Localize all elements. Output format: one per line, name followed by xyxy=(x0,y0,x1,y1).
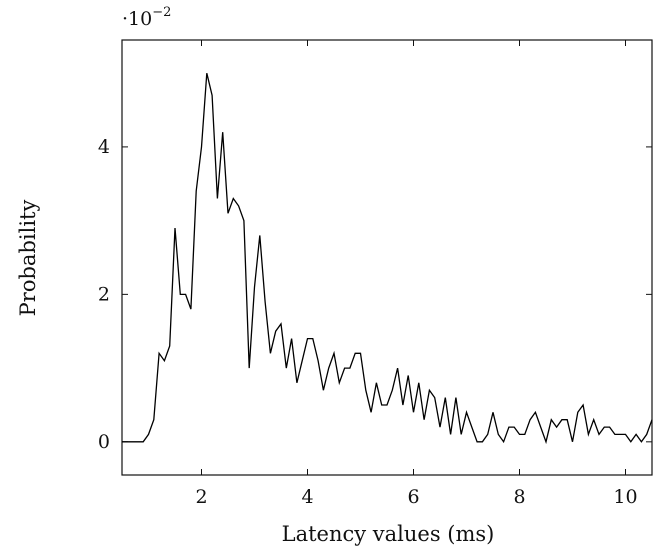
plot-frame-rect xyxy=(121,39,653,476)
plot-frame xyxy=(121,39,653,476)
y-axis-ticks: 0 2 4 xyxy=(98,136,652,453)
y-tick-label: 2 xyxy=(98,283,110,305)
x-tick-label: 8 xyxy=(513,486,525,508)
x-tick-label: 10 xyxy=(613,486,637,508)
x-axis-ticks: 2 4 6 8 10 xyxy=(195,40,638,508)
x-tick-label: 2 xyxy=(195,486,207,508)
y-axis-multiplier-base: ·10 xyxy=(122,8,152,30)
x-axis-label: Latency values (ms) xyxy=(282,522,495,546)
y-tick-label: 0 xyxy=(98,431,110,453)
y-axis-multiplier-exponent: −2 xyxy=(152,5,171,20)
series-group xyxy=(122,73,653,445)
series-line-0 xyxy=(122,73,653,445)
y-axis-label: Probability xyxy=(16,200,40,317)
y-tick-label: 4 xyxy=(98,136,110,158)
x-tick-label: 4 xyxy=(301,486,313,508)
y-axis-multiplier: ·10−2 xyxy=(122,5,171,30)
x-tick-label: 6 xyxy=(407,486,419,508)
